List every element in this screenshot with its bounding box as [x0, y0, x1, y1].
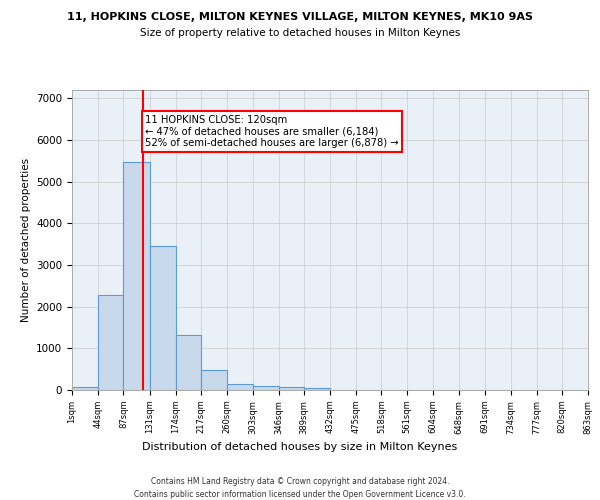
Bar — [72, 386, 98, 390]
Y-axis label: Number of detached properties: Number of detached properties — [20, 158, 31, 322]
Bar — [150, 246, 176, 390]
Bar — [227, 384, 253, 390]
Bar — [201, 370, 227, 390]
Text: Size of property relative to detached houses in Milton Keynes: Size of property relative to detached ho… — [140, 28, 460, 38]
Bar — [176, 336, 201, 390]
Bar — [124, 162, 150, 390]
Text: Distribution of detached houses by size in Milton Keynes: Distribution of detached houses by size … — [142, 442, 458, 452]
Text: Contains public sector information licensed under the Open Government Licence v3: Contains public sector information licen… — [134, 490, 466, 499]
Bar — [304, 388, 330, 390]
Bar — [98, 295, 124, 390]
Text: 11 HOPKINS CLOSE: 120sqm
← 47% of detached houses are smaller (6,184)
52% of sem: 11 HOPKINS CLOSE: 120sqm ← 47% of detach… — [145, 115, 398, 148]
Text: Contains HM Land Registry data © Crown copyright and database right 2024.: Contains HM Land Registry data © Crown c… — [151, 478, 449, 486]
Text: 11, HOPKINS CLOSE, MILTON KEYNES VILLAGE, MILTON KEYNES, MK10 9AS: 11, HOPKINS CLOSE, MILTON KEYNES VILLAGE… — [67, 12, 533, 22]
Bar — [278, 387, 304, 390]
Bar — [253, 386, 278, 390]
